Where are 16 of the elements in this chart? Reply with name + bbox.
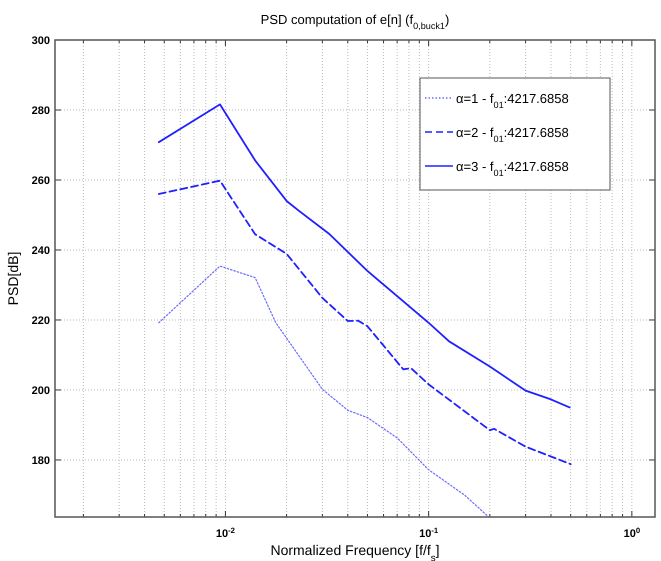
- y-axis-title: PSD[dB]: [5, 252, 21, 306]
- legend-label: α=1 - f$_{01}$:4217.6858: [456, 91, 569, 110]
- y-tick-label: 180: [32, 454, 50, 467]
- x-tick-label: 10$^{-1}$: [419, 526, 439, 540]
- x-tick-label: 10$^{-2}$: [216, 526, 235, 540]
- x-axis-title: Normalized Frequency [f/f$_{s}$]: [270, 542, 440, 561]
- chart-title: PSD computation of e[n] (f$_{0,buck1}$): [260, 12, 450, 31]
- x-tick-label: 10$^{0}$: [624, 526, 640, 540]
- legend-label: α=2 - f$_{01}$:4217.6858: [456, 125, 569, 144]
- y-tick-label: 280: [32, 104, 50, 117]
- y-tick-label: 200: [32, 384, 50, 397]
- y-tick-label: 220: [32, 314, 50, 327]
- y-tick-label: 260: [32, 174, 50, 187]
- y-tick-label: 300: [32, 35, 50, 47]
- legend-label: α=3 - f$_{01}$:4217.6858: [456, 159, 569, 178]
- y-tick-label: 240: [32, 244, 50, 257]
